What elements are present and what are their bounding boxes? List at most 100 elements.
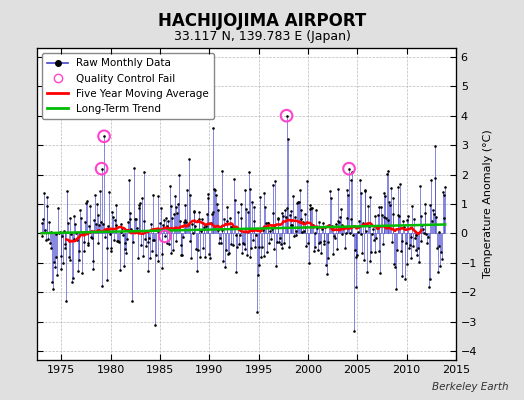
- Point: [431, 175, 440, 181]
- Point: [254, 272, 262, 278]
- Point: [217, 227, 226, 233]
- Point: [438, 256, 446, 262]
- Point: [201, 253, 210, 260]
- Point: [166, 182, 174, 189]
- Point: [420, 230, 428, 236]
- Point: [154, 193, 162, 199]
- Point: [269, 182, 278, 188]
- Point: [339, 225, 347, 231]
- Point: [168, 215, 177, 221]
- Point: [374, 212, 382, 219]
- Point: [108, 209, 116, 215]
- Point: [324, 239, 333, 245]
- Point: [435, 243, 444, 250]
- Point: [403, 216, 411, 223]
- Point: [50, 259, 58, 265]
- Point: [144, 239, 152, 245]
- Point: [268, 226, 276, 232]
- Point: [349, 232, 357, 238]
- Point: [194, 209, 203, 216]
- Point: [357, 231, 366, 238]
- Point: [241, 246, 249, 252]
- Point: [104, 223, 112, 229]
- Point: [362, 228, 370, 234]
- Point: [125, 210, 134, 216]
- Point: [235, 241, 243, 248]
- Text: 33.117 N, 139.783 E (Japan): 33.117 N, 139.783 E (Japan): [173, 30, 351, 43]
- Point: [261, 204, 269, 210]
- Point: [319, 238, 328, 244]
- Point: [133, 224, 141, 231]
- Point: [93, 201, 101, 208]
- Point: [105, 189, 113, 196]
- Point: [389, 195, 398, 201]
- Point: [279, 213, 288, 220]
- Point: [425, 276, 434, 282]
- Point: [177, 242, 185, 248]
- Point: [230, 176, 238, 182]
- Point: [86, 203, 94, 209]
- Point: [157, 204, 165, 211]
- Point: [322, 262, 330, 268]
- Point: [409, 243, 417, 250]
- Point: [173, 210, 181, 216]
- Point: [72, 230, 80, 236]
- Point: [441, 184, 450, 190]
- Point: [287, 207, 295, 214]
- Point: [252, 232, 260, 238]
- Point: [92, 221, 100, 227]
- Point: [388, 239, 396, 245]
- Point: [440, 215, 449, 221]
- Point: [408, 202, 417, 209]
- Point: [292, 232, 301, 239]
- Point: [421, 201, 430, 207]
- Point: [138, 253, 147, 260]
- Point: [216, 240, 225, 246]
- Point: [390, 261, 398, 268]
- Point: [355, 177, 364, 183]
- Point: [44, 236, 52, 242]
- Point: [185, 192, 194, 199]
- Point: [325, 222, 333, 228]
- Point: [346, 230, 354, 236]
- Point: [139, 218, 148, 224]
- Point: [243, 252, 252, 258]
- Point: [186, 238, 194, 245]
- Point: [380, 214, 389, 220]
- Point: [355, 218, 363, 224]
- Point: [119, 232, 127, 238]
- Point: [317, 250, 325, 256]
- Point: [107, 245, 116, 251]
- Point: [433, 268, 442, 275]
- Point: [146, 254, 154, 261]
- Point: [155, 229, 163, 235]
- Point: [209, 209, 217, 215]
- Point: [149, 237, 158, 243]
- Point: [266, 228, 274, 234]
- Point: [89, 258, 97, 264]
- Point: [154, 258, 162, 264]
- Point: [226, 214, 234, 221]
- Point: [93, 212, 102, 218]
- Point: [436, 263, 444, 270]
- Point: [414, 259, 423, 265]
- Point: [289, 193, 297, 200]
- Point: [196, 254, 204, 260]
- Legend: Raw Monthly Data, Quality Control Fail, Five Year Moving Average, Long-Term Tren: Raw Monthly Data, Quality Control Fail, …: [42, 53, 214, 119]
- Point: [373, 225, 381, 231]
- Point: [83, 242, 92, 248]
- Point: [165, 241, 173, 248]
- Point: [43, 203, 51, 209]
- Point: [102, 227, 110, 233]
- Point: [274, 216, 282, 222]
- Point: [429, 207, 437, 214]
- Point: [418, 222, 427, 228]
- Point: [308, 205, 316, 212]
- Point: [199, 226, 208, 233]
- Point: [318, 226, 326, 232]
- Point: [394, 184, 402, 190]
- Point: [156, 220, 164, 226]
- Point: [309, 221, 317, 228]
- Point: [366, 258, 375, 264]
- Point: [151, 252, 160, 258]
